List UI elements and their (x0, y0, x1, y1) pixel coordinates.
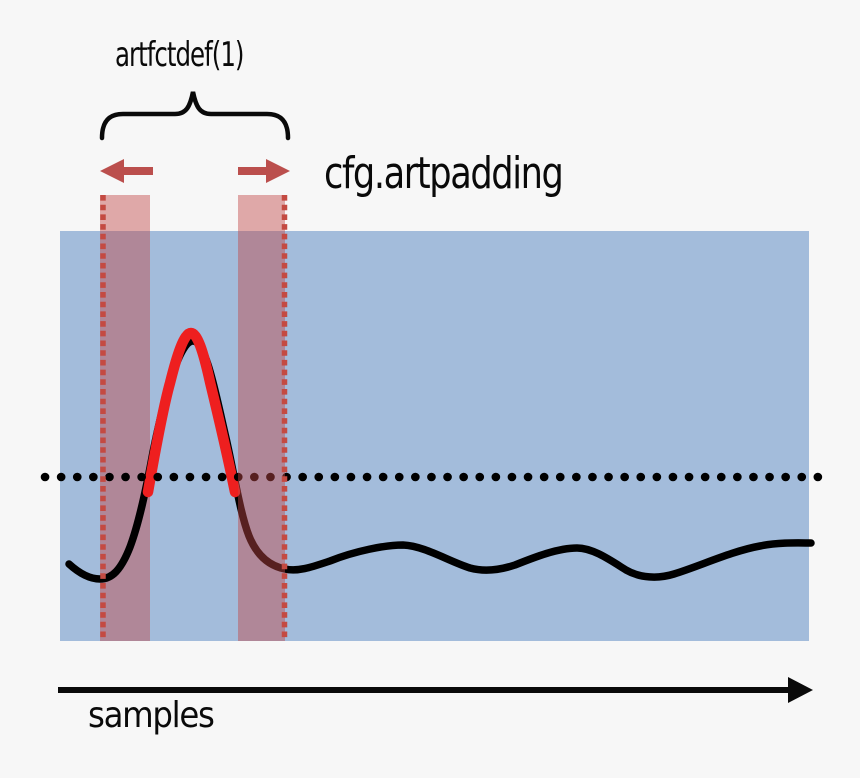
artifact-brace (99, 91, 291, 141)
artifact-highlight-trace (142, 327, 241, 498)
cfg-artpadding-label: cfg.artpadding (324, 148, 564, 199)
samples-axis-arrowhead-icon (788, 677, 813, 703)
padding-band-left (100, 195, 150, 641)
padding-arrow-right-icon (238, 159, 290, 183)
data-segment-region (60, 231, 809, 641)
samples-axis-label: samples (88, 695, 215, 736)
padding-arrow-left-icon (100, 159, 153, 183)
artifact-definition-label: artfctdef(1) (115, 35, 244, 75)
padding-band-right (238, 195, 285, 641)
